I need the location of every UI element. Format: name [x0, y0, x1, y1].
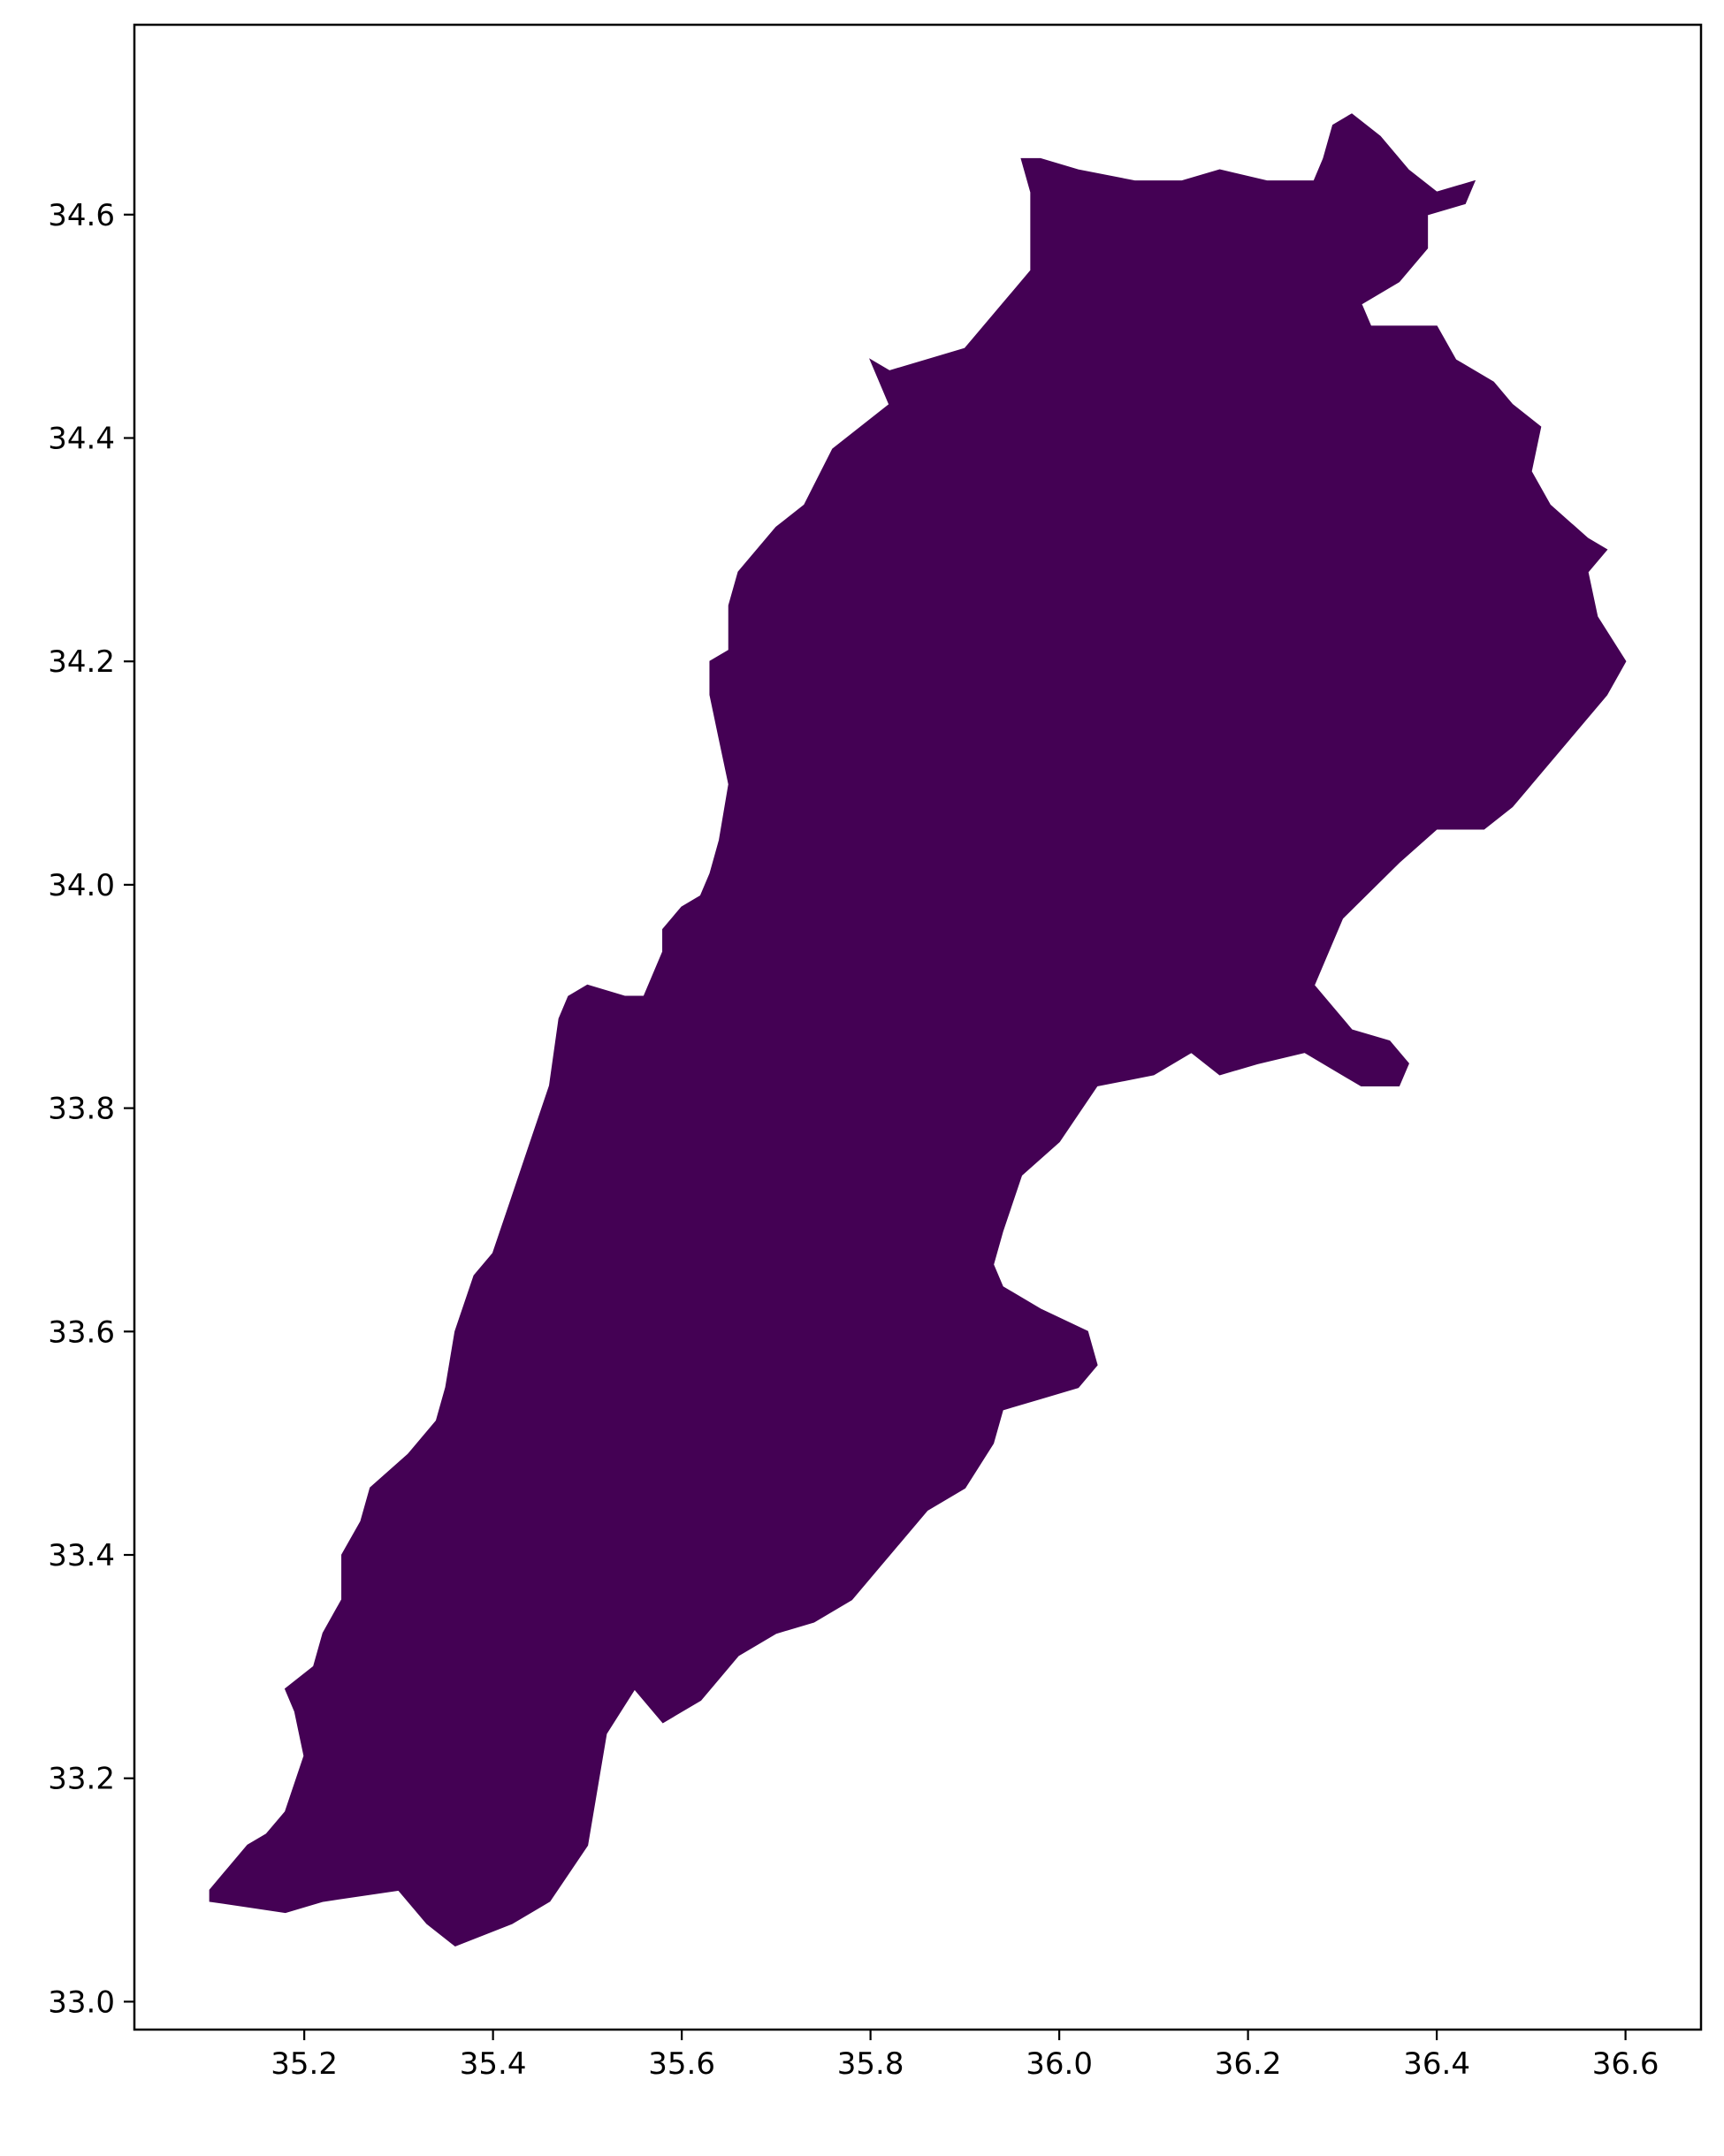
x-tick-label: 36.6: [1592, 2046, 1659, 2082]
y-tick-label: 33.6: [48, 1314, 115, 1350]
x-axis: 35.2 35.4 35.6 35.8 36.0 36.2 36.4 36.6: [271, 2030, 1659, 2082]
y-tick-label: 34.6: [48, 198, 115, 233]
y-tick-label: 34.0: [48, 868, 115, 903]
y-tick-label: 33.4: [48, 1538, 115, 1573]
y-axis: 33.0 33.2 33.4 33.6 33.8 34.0 34.2 34.4 34.6: [48, 198, 134, 2020]
x-tick-label: 36.4: [1403, 2046, 1470, 2082]
x-tick-label: 36.0: [1026, 2046, 1093, 2082]
y-tick-label: 34.4: [48, 421, 115, 456]
lebanon-polygon: [209, 113, 1627, 1947]
y-tick-label: 34.2: [48, 644, 115, 680]
x-tick-label: 35.4: [460, 2046, 527, 2082]
x-tick-label: 35.2: [271, 2046, 338, 2082]
plot-area: [209, 113, 1627, 1947]
y-tick-label: 33.2: [48, 1762, 115, 1797]
y-tick-label: 33.0: [48, 1985, 115, 2020]
x-tick-label: 36.2: [1215, 2046, 1282, 2082]
x-tick-label: 35.8: [837, 2046, 904, 2082]
axes-frame: [133, 23, 1703, 2031]
y-tick-label: 33.8: [48, 1092, 115, 1127]
x-tick-label: 35.6: [648, 2046, 715, 2082]
